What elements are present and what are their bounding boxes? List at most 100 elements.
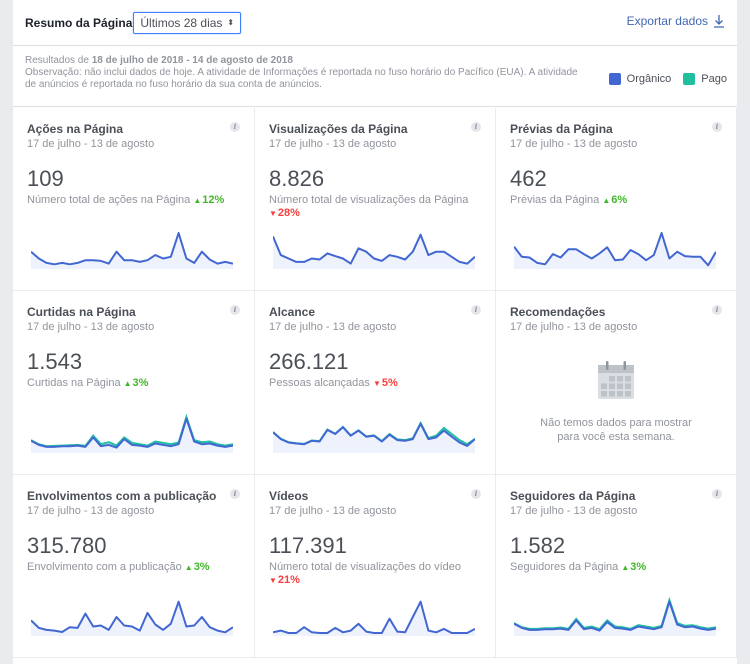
empty-state: Não temos dados para mostrar para você e…: [496, 361, 736, 444]
metric-card-recommendations[interactable]: Recomendações 17 de julho - 13 de agosto i…: [496, 291, 737, 475]
date-range-value: Últimos 28 dias: [140, 15, 223, 30]
change-value: 6%: [611, 194, 628, 206]
legend-swatch-paid: [683, 73, 696, 85]
sparkline-chart: [273, 420, 475, 453]
card-date-range: 17 de julho - 13 de agosto: [27, 138, 155, 150]
card-title: Recomendações: [510, 305, 606, 319]
sparkline-organic-line: [514, 600, 716, 632]
info-icon[interactable]: i: [712, 122, 722, 132]
metric-value: 109: [27, 166, 64, 191]
info-icon[interactable]: i: [230, 122, 240, 132]
card-date-range: 17 de julho - 13 de agosto: [269, 138, 397, 150]
change-value: 3%: [193, 561, 210, 573]
info-icon[interactable]: i: [230, 489, 240, 499]
card-date-range: 17 de julho - 13 de agosto: [510, 321, 638, 333]
metric-description-text: Seguidores da Página: [510, 561, 619, 573]
metric-value: 117.391: [269, 533, 347, 558]
metric-description: Número total de visualizações do vídeo ▼…: [269, 561, 481, 587]
info-icon[interactable]: i: [230, 305, 240, 315]
legend-label: Orgânico: [626, 73, 672, 85]
change-value: 3%: [132, 377, 149, 389]
sparkline-paid-line: [514, 596, 716, 631]
card-date-range: 17 de julho - 13 de agosto: [27, 321, 155, 333]
metric-description: Número total de ações na Página ▲12%: [27, 194, 240, 207]
info-icon[interactable]: i: [712, 489, 722, 499]
metric-card-page-views[interactable]: Visualizações da Página 17 de julho - 13 …: [255, 108, 496, 291]
sparkline-chart: [31, 232, 233, 269]
metric-value: 462: [510, 166, 547, 191]
page-title: Resumo da Página: [25, 15, 133, 30]
info-icon[interactable]: i: [471, 489, 481, 499]
card-date-range: 17 de julho - 13 de agosto: [510, 138, 638, 150]
metric-description: Prévias da Página ▲6%: [510, 194, 722, 207]
arrow-up-icon: ▲: [602, 196, 611, 205]
metric-card-page-followers[interactable]: Seguidores da Página 17 de julho - 13 de …: [496, 475, 737, 658]
change-indicator: ▲3%: [621, 561, 646, 573]
arrow-down-icon: ▼: [269, 209, 277, 218]
metric-description-text: Prévias da Página: [510, 194, 600, 206]
sparkline-chart: [273, 600, 475, 636]
export-label: Exportar dados: [626, 14, 708, 28]
page-summary-panel: Resumo da Página Últimos 28 dias ⬍ Expor…: [13, 0, 737, 664]
sparkline-area: [514, 601, 716, 636]
change-indicator: ▲12%: [193, 194, 224, 206]
metric-card-reach[interactable]: Alcance 17 de julho - 13 de agosto i 266.12…: [255, 291, 496, 475]
change-value: 5%: [381, 377, 398, 389]
metric-card-page-previews[interactable]: Prévias da Página 17 de julho - 13 de ago…: [496, 108, 737, 291]
info-icon[interactable]: i: [712, 305, 722, 315]
card-title: Ações na Página: [27, 122, 124, 136]
metric-description: Envolvimento com a publicação ▲3%: [27, 561, 240, 574]
metric-description: Pessoas alcançadas ▼5%: [269, 377, 481, 390]
card-title: Vídeos: [269, 489, 309, 503]
legend-item-organic: Orgânico: [608, 73, 672, 85]
card-date-range: 17 de julho - 13 de agosto: [269, 505, 397, 517]
sparkline-area: [31, 601, 233, 636]
sparkline-area: [514, 233, 716, 269]
card-title: Prévias da Página: [510, 122, 613, 136]
metric-description-text: Número total de ações na Página: [27, 194, 191, 206]
legend-swatch-organic: [608, 73, 621, 85]
arrow-up-icon: ▲: [621, 563, 630, 572]
metric-card-post-engagements[interactable]: Envolvimentos com a publicação 17 de julh…: [13, 475, 255, 658]
date-range-select[interactable]: Últimos 28 dias ⬍: [133, 11, 242, 34]
sparkline-organic-line: [273, 422, 475, 447]
sparkline-area: [31, 233, 233, 269]
sparkline-area: [273, 423, 475, 453]
metric-description-text: Envolvimento com a publicação: [27, 561, 182, 573]
metric-value: 266.121: [269, 349, 349, 374]
metric-card-page-actions[interactable]: Ações na Página 17 de julho - 13 de agost…: [13, 108, 255, 291]
arrow-up-icon: ▲: [193, 196, 202, 205]
sparkline-organic-line: [273, 233, 475, 265]
chart-legend: Orgânico Pago: [597, 73, 727, 85]
sparkline-organic-line: [31, 417, 233, 449]
download-icon: [713, 14, 725, 28]
change-indicator: ▼28%: [269, 207, 300, 219]
info-icon[interactable]: i: [471, 122, 481, 132]
results-notes: Resultados de 18 de julho de 2018 - 14 d…: [13, 46, 737, 107]
sparkline-organic-line: [31, 600, 233, 634]
legend-label: Pago: [701, 73, 727, 85]
export-data-link[interactable]: Exportar dados: [627, 14, 725, 28]
metric-description: Seguidores da Página ▲3%: [510, 561, 722, 574]
info-icon[interactable]: i: [471, 305, 481, 315]
card-title: Visualizações da Página: [269, 122, 408, 136]
card-title: Alcance: [269, 305, 316, 319]
metric-value: 1.582: [510, 533, 566, 558]
sparkline-chart: [514, 596, 716, 636]
change-indicator: ▼5%: [373, 377, 398, 389]
change-value: 21%: [277, 574, 300, 586]
sparkline-chart: [273, 233, 475, 269]
change-indicator: ▲6%: [602, 194, 627, 206]
metric-card-videos[interactable]: Vídeos 17 de julho - 13 de agosto i 117.391…: [255, 475, 496, 658]
metric-description-text: Pessoas alcançadas: [269, 377, 370, 389]
sparkline-chart: [31, 600, 233, 636]
sparkline-organic-line: [273, 600, 475, 634]
metric-description: Curtidas na Página ▲3%: [27, 377, 240, 390]
metric-card-page-likes[interactable]: Curtidas na Página 17 de julho - 13 de ag…: [13, 291, 255, 475]
change-value: 12%: [202, 194, 225, 206]
sparkline-area: [273, 234, 475, 269]
sparkline-chart: [31, 413, 233, 453]
change-value: 28%: [277, 207, 300, 219]
sparkline-chart: [514, 232, 716, 269]
metric-description: Número total de visualizações da Página …: [269, 194, 481, 220]
